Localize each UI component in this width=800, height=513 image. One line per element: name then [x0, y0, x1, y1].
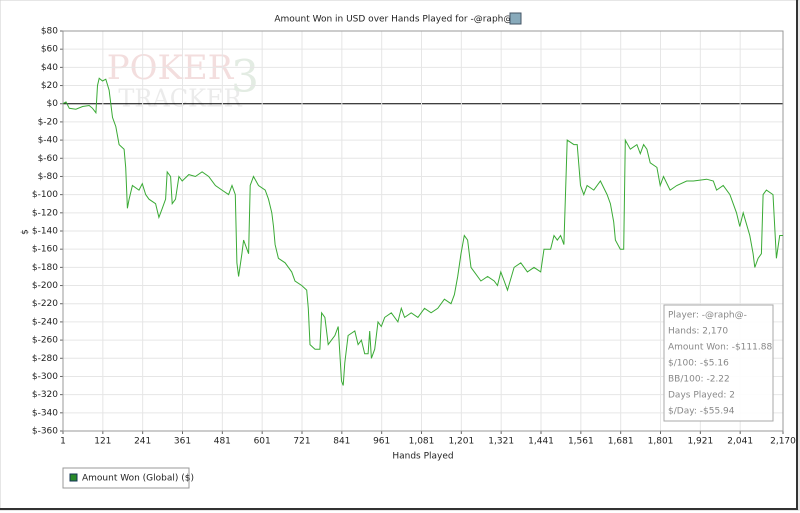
y-axis-label: $ — [21, 229, 31, 235]
info-line: Hands: 2,170 — [668, 327, 728, 337]
watermark: TRACKER — [118, 85, 242, 113]
x-tick-label: 721 — [293, 437, 310, 447]
x-tick-label: 961 — [373, 437, 390, 447]
x-tick-label: 361 — [174, 437, 191, 447]
info-box-frame — [663, 304, 774, 422]
x-tick-label: 841 — [333, 437, 350, 447]
y-tick-label: $-220 — [32, 299, 58, 309]
x-tick-label: 601 — [254, 437, 271, 447]
x-tick-label: 241 — [134, 437, 151, 447]
y-tick-label: $60 — [41, 45, 58, 55]
legend: Amount Won (Global) ($) — [62, 467, 194, 489]
series-line — [62, 77, 783, 386]
x-tick-label: 481 — [214, 437, 231, 447]
x-tick-label: 1,561 — [568, 437, 594, 447]
y-tick-label: $-280 — [32, 354, 58, 364]
chart-title: Amount Won in USD over Hands Played for … — [274, 15, 515, 25]
x-tick-label: 2,041 — [727, 437, 753, 447]
x-tick-label: 1,441 — [528, 437, 554, 447]
info-line: $/100: -$5.16 — [668, 359, 729, 369]
legend-box — [62, 467, 190, 489]
y-tick-label: $0 — [47, 99, 59, 109]
y-tick-label: $-360 — [32, 427, 58, 437]
y-tick-label: $-120 — [32, 208, 58, 218]
y-tick-label: $40 — [41, 63, 58, 73]
y-tick-label: $-20 — [38, 117, 59, 127]
y-tick-label: $-340 — [32, 408, 58, 418]
y-tick-label: $-200 — [32, 281, 58, 291]
watermark: 3 — [231, 52, 259, 103]
info-line: Days Played: 2 — [668, 391, 735, 401]
y-tick-label: $20 — [41, 81, 58, 91]
x-axis-label: Hands Played — [392, 452, 453, 462]
x-tick-label: 2,170 — [770, 437, 796, 447]
y-tick-label: $80 — [41, 27, 58, 37]
x-tick-label: 1,081 — [409, 437, 435, 447]
y-tick-label: $-300 — [32, 372, 58, 382]
info-line: Player: -@raph@- — [668, 311, 747, 321]
plot-area — [62, 30, 784, 432]
info-box: Player: -@raph@- Hands: 2,170 Amount Won: … — [663, 304, 774, 422]
legend-label: Amount Won (Global) ($) — [82, 474, 194, 484]
y-tick-label: $-100 — [32, 190, 58, 200]
x-tick-label: 1,801 — [648, 437, 674, 447]
y-tick-label: $-260 — [32, 336, 58, 346]
y-tick-label: $-160 — [32, 245, 58, 255]
y-tick-label: $-80 — [38, 172, 59, 182]
info-line: $/Day: -$55.94 — [668, 407, 735, 417]
x-tick-label: 1,921 — [687, 437, 713, 447]
title-icon — [509, 12, 522, 25]
watermark: POKER — [107, 48, 235, 88]
y-tick-label: $-40 — [38, 136, 59, 146]
y-tick-label: $-320 — [32, 390, 58, 400]
x-tick-label: 1,321 — [488, 437, 514, 447]
x-tick-label: 1,681 — [608, 437, 634, 447]
x-tick-label: 121 — [94, 437, 111, 447]
x-tick-label: 1 — [60, 437, 66, 447]
legend-swatch — [69, 473, 78, 482]
y-tick-label: $-60 — [38, 154, 59, 164]
y-tick-label: $-180 — [32, 263, 58, 273]
info-line: Amount Won: -$111.88 — [668, 343, 772, 353]
info-line: BB/100: -2.22 — [668, 375, 730, 385]
y-tick-label: $-240 — [32, 317, 58, 327]
x-tick-label: 1,201 — [448, 437, 474, 447]
y-tick-label: $-140 — [32, 227, 58, 237]
